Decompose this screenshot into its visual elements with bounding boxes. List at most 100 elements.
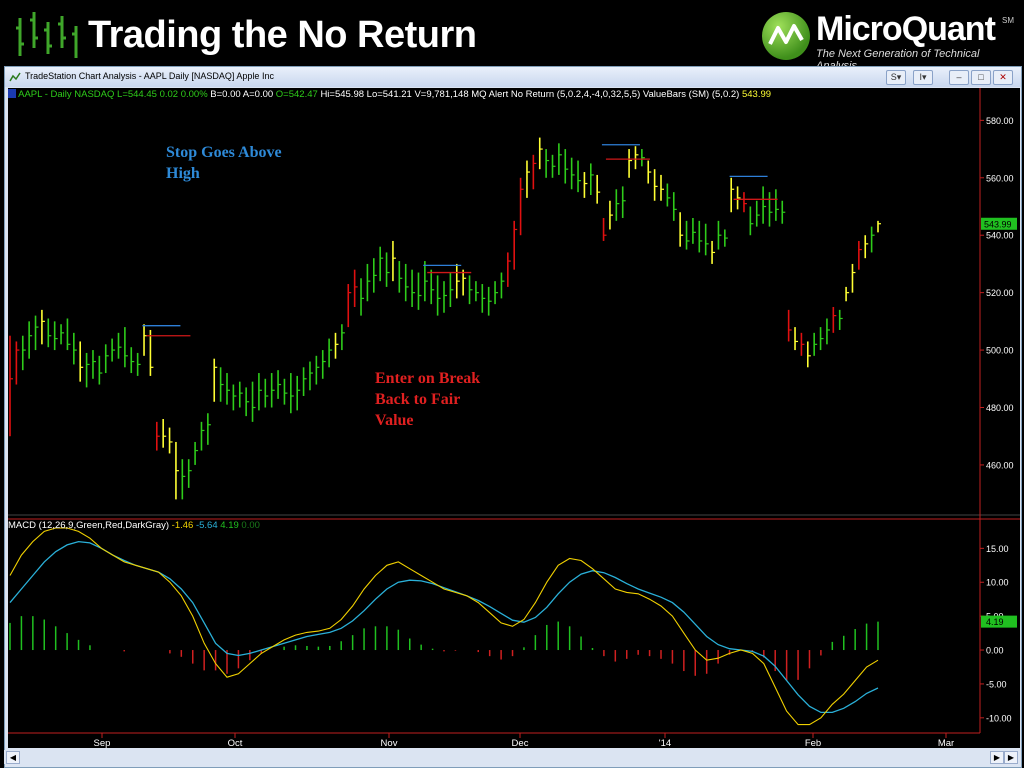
price-bar bbox=[411, 269, 416, 307]
macd-line bbox=[9, 527, 879, 726]
price-bar bbox=[564, 149, 569, 184]
price-bar bbox=[558, 143, 562, 175]
price-status-line: AAPL - Daily NASDAQ L=544.45 0.02 0.00% … bbox=[8, 89, 771, 100]
price-bar bbox=[321, 350, 326, 379]
price-bar bbox=[290, 373, 294, 414]
price-bar bbox=[609, 200, 613, 230]
price-bar bbox=[481, 284, 486, 313]
price-bar bbox=[334, 332, 339, 359]
price-bar bbox=[28, 321, 33, 359]
price-bar bbox=[494, 281, 499, 305]
price-bar bbox=[424, 261, 428, 302]
macd-tick-label: -5.00 bbox=[986, 679, 1007, 689]
macd-diff-value: 4.19 bbox=[220, 520, 239, 531]
price-bar bbox=[806, 341, 811, 368]
time-tick-label: '14 bbox=[659, 738, 671, 748]
price-bar bbox=[685, 220, 690, 250]
status-lo: Lo=541.21 bbox=[366, 89, 412, 100]
price-bar bbox=[270, 373, 275, 408]
slide-header: Trading the No Return MicroQuant SM The … bbox=[0, 0, 1024, 72]
price-bar bbox=[500, 272, 505, 299]
price-bar bbox=[92, 350, 96, 379]
macd-zero-value: 0.00 bbox=[241, 520, 260, 531]
price-bar bbox=[155, 421, 160, 451]
price-bar bbox=[104, 344, 109, 374]
price-bar bbox=[353, 269, 358, 307]
price-bar bbox=[826, 318, 830, 345]
close-button[interactable]: ✕ bbox=[993, 70, 1013, 85]
price-bar bbox=[264, 378, 269, 408]
price-bar bbox=[277, 370, 282, 399]
price-bar bbox=[615, 189, 620, 221]
price-bar bbox=[513, 220, 518, 270]
price-bar bbox=[851, 263, 856, 293]
price-bar bbox=[736, 186, 741, 210]
window-titlebar[interactable]: TradeStation Chart Analysis - AAPL Daily… bbox=[5, 67, 1021, 87]
status-volume: V=9,781,148 bbox=[414, 89, 469, 100]
price-tick-label: 460.00 bbox=[986, 460, 1014, 470]
price-bar bbox=[34, 315, 39, 351]
bar-chart-logo-icon bbox=[16, 12, 78, 58]
price-macd-chart[interactable]: 580.00 560.00 540.00 520.00 500.00 480.00 460.… bbox=[8, 88, 1020, 749]
status-bid: B=0.00 bbox=[210, 89, 241, 100]
price-bar bbox=[545, 149, 550, 178]
price-bar bbox=[749, 206, 754, 236]
price-bar bbox=[245, 387, 250, 417]
price-tick-label: 580.00 bbox=[986, 116, 1014, 126]
price-bar bbox=[845, 286, 850, 302]
scroll-right-button[interactable]: ▶ bbox=[990, 751, 1004, 764]
minimize-button[interactable]: – bbox=[949, 70, 969, 85]
macd-last-label: 4.19 bbox=[986, 617, 1004, 627]
price-bar bbox=[21, 335, 26, 371]
symbol-link-button[interactable]: S▾ bbox=[886, 70, 906, 85]
price-bar bbox=[207, 413, 211, 445]
price-bar bbox=[698, 220, 703, 253]
stop-annotation: Stop Goes Above High bbox=[166, 144, 282, 182]
logo-sm-mark: SM bbox=[1002, 16, 1014, 25]
price-bar bbox=[162, 418, 167, 448]
status-open: O=542.47 bbox=[275, 89, 318, 100]
price-bar bbox=[398, 261, 403, 293]
price-bar bbox=[768, 192, 773, 227]
price-bar bbox=[468, 275, 473, 305]
price-bar bbox=[858, 240, 862, 270]
price-bar bbox=[532, 154, 537, 190]
study-valuebars-label: ValueBars (SM) (5,0.2) bbox=[642, 89, 740, 100]
price-bar bbox=[570, 157, 575, 190]
price-bar bbox=[15, 341, 20, 385]
macd-tick-label: -10.00 bbox=[986, 713, 1012, 723]
price-bar bbox=[124, 327, 128, 368]
price-bar bbox=[392, 240, 396, 282]
price-bar bbox=[634, 146, 639, 170]
price-bar bbox=[781, 200, 786, 224]
price-bar bbox=[526, 160, 530, 198]
macd-last-marker bbox=[981, 615, 1017, 628]
price-bar bbox=[238, 381, 243, 408]
price-bar bbox=[385, 252, 390, 287]
price-bar bbox=[372, 258, 377, 293]
scroll-left-button[interactable]: ◀ bbox=[6, 751, 20, 764]
price-bar bbox=[717, 220, 722, 250]
price-bar bbox=[194, 441, 199, 465]
horizontal-scrollbar[interactable]: ◀ ▶ ▶ bbox=[4, 750, 1020, 764]
logo-m-icon bbox=[762, 12, 810, 60]
price-bar bbox=[360, 278, 365, 316]
study-valuebars-value: 543.99 bbox=[741, 89, 772, 100]
price-bar bbox=[296, 375, 301, 411]
price-bar bbox=[379, 246, 384, 282]
time-tick-label: Sep bbox=[94, 738, 111, 748]
price-bar bbox=[487, 286, 492, 316]
price-bar bbox=[347, 284, 352, 328]
interval-link-button[interactable]: I▾ bbox=[913, 70, 933, 85]
price-bar bbox=[79, 341, 84, 382]
window-title: TradeStation Chart Analysis - AAPL Daily… bbox=[25, 71, 274, 81]
status-change: 0.02 bbox=[159, 89, 179, 100]
price-bar bbox=[417, 272, 422, 310]
price-bar bbox=[724, 229, 728, 247]
scroll-end-button[interactable]: ▶ bbox=[1004, 751, 1018, 764]
price-bar bbox=[672, 192, 677, 221]
maximize-button[interactable]: □ bbox=[971, 70, 991, 85]
price-bar bbox=[596, 174, 601, 204]
price-bar bbox=[794, 327, 799, 351]
macd-value: -1.46 bbox=[171, 520, 194, 531]
